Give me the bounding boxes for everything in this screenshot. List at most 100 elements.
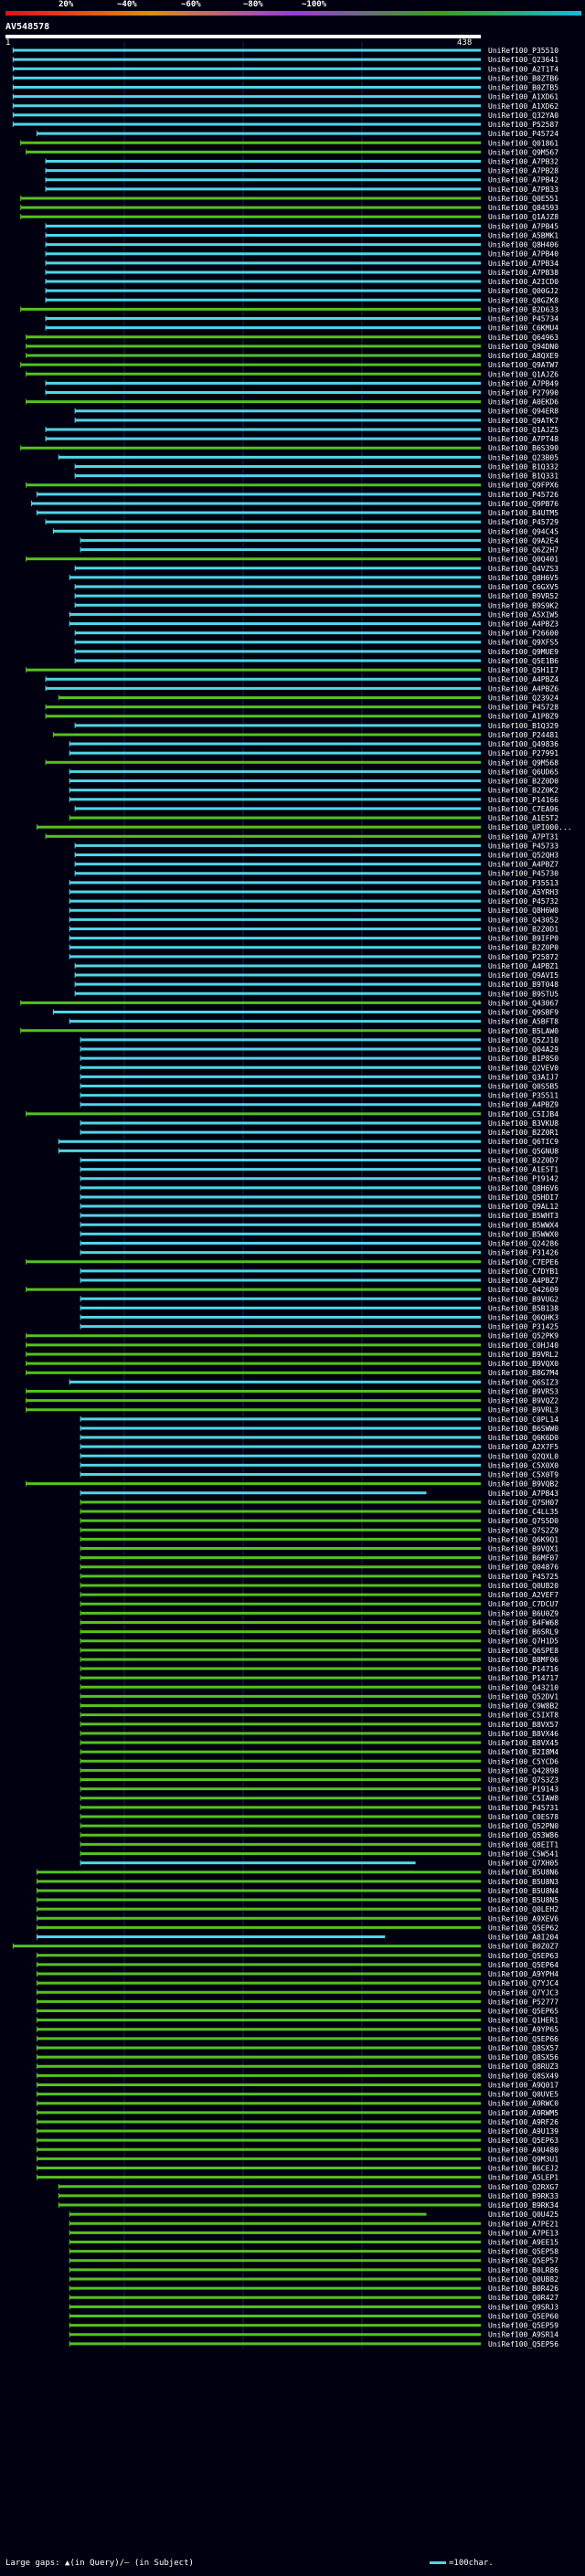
hit-label: UniRef100_P14716: [488, 1665, 558, 1673]
hit-label: UniRef100_P19143: [488, 1786, 558, 1794]
hit-label: UniRef100_B0ZTB6: [488, 74, 558, 82]
hit-label: UniRef100_Q5EP59: [488, 2322, 558, 2330]
hit-label: UniRef100_B5U8N5: [488, 1896, 558, 1904]
hit-label: UniRef100_Q23924: [488, 694, 558, 702]
hit-label: UniRef100_Q5ZJ10: [488, 1036, 558, 1044]
hit-label: UniRef100_P45734: [488, 315, 558, 323]
hit-label: UniRef100_P35513: [488, 879, 558, 887]
hit-label: UniRef100_P45728: [488, 704, 558, 712]
hit-label: UniRef100_Q42609: [488, 1286, 558, 1294]
hit-label: UniRef100_A7PB42: [488, 176, 558, 185]
hit-label: UniRef100_B8VX46: [488, 1730, 558, 1738]
hit-label: UniRef100_A7PB32: [488, 158, 558, 166]
hit-label: UniRef100_A7PE21: [488, 2220, 558, 2228]
scale-label-20: 20%: [58, 0, 74, 9]
hit-label: UniRef100_Q7S3Z3: [488, 1776, 558, 1785]
hit-label: UniRef100_Q52DV1: [488, 1692, 558, 1701]
hit-label: UniRef100_B1Q332: [488, 462, 558, 471]
footer-gap-legend: Large gaps: ▲(in Query)/— (in Subject): [5, 2559, 194, 2568]
hit-label: UniRef100_Q2RXG7: [488, 2183, 558, 2191]
hit-label: UniRef100_Q94DN0: [488, 343, 558, 351]
hit-label: UniRef100_A1PBZ9: [488, 713, 558, 721]
hit-label: UniRef100_B6U0Z9: [488, 1609, 558, 1617]
hit-label: UniRef100_C5X0T9: [488, 1471, 558, 1479]
hit-label: UniRef100_B9S9K2: [488, 601, 558, 610]
hit-label: UniRef100_P45730: [488, 870, 558, 878]
hit-label: UniRef100_P25872: [488, 953, 558, 961]
hit-label: UniRef100_B8VX57: [488, 1721, 558, 1729]
hit-label: UniRef100_P26600: [488, 630, 558, 638]
hit-label: UniRef100_B9VRL2: [488, 1351, 558, 1359]
scale-bar-label: =100char.: [449, 2559, 494, 2568]
hit-label: UniRef100_Q9M3U1: [488, 2155, 558, 2163]
hit-label: UniRef100_B5WHT3: [488, 1212, 558, 1220]
hit-label: UniRef100_A1XD62: [488, 102, 558, 111]
hit-label: UniRef100_B9VRL3: [488, 1406, 558, 1415]
hit-label: UniRef100_Q9XFS5: [488, 639, 558, 647]
hit-label: UniRef100_A2ICD0: [488, 278, 558, 286]
hit-label: UniRef100_Q0R427: [488, 2294, 558, 2302]
hit-label: UniRef100_A4PBZ4: [488, 675, 558, 684]
hit-label: UniRef100_Q01861: [488, 139, 558, 147]
hit-label: UniRef100_B6S390: [488, 444, 558, 452]
hit-label: UniRef100_P31426: [488, 1249, 558, 1257]
hit-label: UniRef100_A5BMK1: [488, 231, 558, 239]
hit-label: UniRef100_A5LEP1: [488, 2174, 558, 2182]
hit-label: UniRef100_Q6TIC9: [488, 1138, 558, 1146]
scale-label-40: ~40%: [117, 0, 137, 9]
hit-label: UniRef100_Q8RUZ3: [488, 2062, 558, 2071]
hit-label: UniRef100_Q52PK9: [488, 1332, 558, 1341]
hit-label: UniRef100_B5WWX0: [488, 1230, 558, 1238]
hit-label: UniRef100_P35511: [488, 1092, 558, 1100]
hit-label: UniRef100_A4PBZ1: [488, 962, 558, 970]
hit-label: UniRef100_B9RK33: [488, 2192, 558, 2200]
hit-label: UniRef100_Q9PB76: [488, 500, 558, 508]
hit-label: UniRef100_A1E5T2: [488, 814, 558, 822]
hit-label: UniRef100_A1XD61: [488, 93, 558, 101]
hit-label: UniRef100_A2VEF7: [488, 1591, 558, 1599]
hit-label: UniRef100_P35510: [488, 47, 558, 55]
hit-label: UniRef100_B6MF07: [488, 1554, 558, 1563]
hit-label: UniRef100_Q6SPE8: [488, 1647, 558, 1655]
hit-label: UniRef100_Q1AJZ8: [488, 213, 558, 221]
hit-label: UniRef100_Q9SBF9: [488, 1009, 558, 1017]
hit-label: UniRef100_C5X0X0: [488, 1461, 558, 1469]
hit-label: UniRef100_Q4VZS3: [488, 565, 558, 573]
scale-label-100: ~100%: [302, 0, 327, 9]
hit-label: UniRef100_C5IXT8: [488, 1712, 558, 1720]
hit-label: UniRef100_A2T1T4: [488, 65, 558, 73]
hit-label: UniRef100_Q5EP66: [488, 2035, 558, 2043]
hit-label: UniRef100_A8QXE9: [488, 352, 558, 360]
hit-label: UniRef100_Q5EP58: [488, 2248, 558, 2256]
hit-label: UniRef100_Q8GZK8: [488, 296, 558, 304]
hit-label: UniRef100_C5W541: [488, 1850, 558, 1858]
hit-label: UniRef100_C7EPE6: [488, 1258, 558, 1267]
hit-label: UniRef100_Q49836: [488, 740, 558, 748]
hit-label: UniRef100_Q0E551: [488, 195, 558, 203]
hit-label: UniRef100_Q7YJC4: [488, 1979, 558, 1988]
hit-label: UniRef100_Q7H1D5: [488, 1638, 558, 1646]
hit-label: UniRef100_Q5H1I7: [488, 666, 558, 674]
hit-label: UniRef100_A7PB33: [488, 186, 558, 194]
hit-label: UniRef100_Q9MUE9: [488, 648, 558, 656]
hit-label: UniRef100_Q6K6D0: [488, 1434, 558, 1442]
hit-label: UniRef100_C7DCU7: [488, 1600, 558, 1608]
hit-label: UniRef100_Q5E1B6: [488, 657, 558, 665]
hit-label: UniRef100_Q43210: [488, 1683, 558, 1691]
hit-label: UniRef100_B6SWW0: [488, 1425, 558, 1433]
hit-label: UniRef100_Q43052: [488, 916, 558, 924]
hit-label: UniRef100_A7PB38: [488, 269, 558, 277]
hit-label: UniRef100_Q0Q401: [488, 556, 558, 564]
hit-label: UniRef100_A8I204: [488, 1934, 558, 1942]
hit-label: UniRef100_Q3AIJ7: [488, 1073, 558, 1081]
hit-label: UniRef100_Q2QXL0: [488, 1452, 558, 1460]
hit-label: UniRef100_B3VKU8: [488, 1119, 558, 1128]
hit-label: UniRef100_Q7S2Z9: [488, 1526, 558, 1534]
hit-label: UniRef100_B2D633: [488, 305, 558, 313]
hit-label: UniRef100_B2I8M4: [488, 1748, 558, 1756]
hit-label: UniRef100_Q5EP65: [488, 2008, 558, 2016]
hit-label: UniRef100_Q9A2E4: [488, 536, 558, 545]
hit-label: UniRef100_Q5EP57: [488, 2257, 558, 2265]
hit-label: UniRef100_P52777: [488, 1998, 558, 2006]
